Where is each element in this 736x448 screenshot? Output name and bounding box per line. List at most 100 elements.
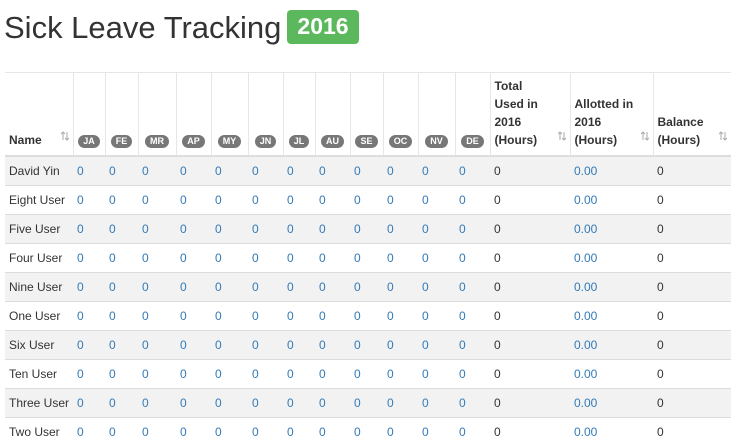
- cell-link[interactable]: 0: [387, 424, 394, 439]
- column-header[interactable]: Total Used in 2016 (Hours): [489, 72, 570, 157]
- cell-link[interactable]: 0: [319, 337, 326, 352]
- cell-link[interactable]: 0: [459, 279, 466, 294]
- cell-link[interactable]: 0: [422, 395, 429, 410]
- cell-link[interactable]: 0: [287, 424, 294, 439]
- cell-link[interactable]: 0.00: [574, 221, 598, 236]
- cell-link[interactable]: 0: [252, 308, 259, 323]
- cell-link[interactable]: 0: [354, 395, 361, 410]
- cell-link[interactable]: 0: [387, 337, 394, 352]
- cell-link[interactable]: 0: [252, 424, 259, 439]
- cell-link[interactable]: 0: [459, 192, 466, 207]
- cell-link[interactable]: 0: [354, 192, 361, 207]
- cell-link[interactable]: 0: [215, 221, 222, 236]
- sort-icon[interactable]: [60, 131, 69, 141]
- cell-link[interactable]: 0: [422, 366, 429, 381]
- column-header[interactable]: AU: [314, 72, 350, 157]
- cell-link[interactable]: 0: [354, 308, 361, 323]
- cell-link[interactable]: 0: [459, 424, 466, 439]
- cell-link[interactable]: 0: [77, 308, 84, 323]
- column-header[interactable]: AP: [175, 72, 211, 157]
- cell-link[interactable]: 0: [387, 192, 394, 207]
- cell-link[interactable]: 0: [459, 250, 466, 265]
- cell-link[interactable]: 0: [180, 192, 187, 207]
- cell-link[interactable]: 0: [109, 308, 116, 323]
- column-header[interactable]: OC: [382, 72, 418, 157]
- cell-link[interactable]: 0: [180, 250, 187, 265]
- cell-link[interactable]: 0: [142, 395, 149, 410]
- cell-link[interactable]: 0: [319, 366, 326, 381]
- cell-link[interactable]: 0: [252, 279, 259, 294]
- cell-link[interactable]: 0: [109, 366, 116, 381]
- cell-link[interactable]: 0: [387, 163, 394, 178]
- cell-link[interactable]: 0: [215, 366, 222, 381]
- cell-link[interactable]: 0: [142, 192, 149, 207]
- cell-link[interactable]: 0: [252, 163, 259, 178]
- cell-link[interactable]: 0: [287, 279, 294, 294]
- column-header[interactable]: NV: [417, 72, 455, 157]
- cell-link[interactable]: 0: [387, 308, 394, 323]
- cell-link[interactable]: 0: [319, 279, 326, 294]
- cell-link[interactable]: 0: [319, 424, 326, 439]
- cell-link[interactable]: 0: [109, 424, 116, 439]
- cell-link[interactable]: 0: [142, 308, 149, 323]
- cell-link[interactable]: 0: [252, 221, 259, 236]
- cell-link[interactable]: 0: [354, 337, 361, 352]
- column-header[interactable]: JN: [247, 72, 283, 157]
- cell-link[interactable]: 0.00: [574, 250, 598, 265]
- cell-link[interactable]: 0: [180, 366, 187, 381]
- cell-link[interactable]: 0: [215, 308, 222, 323]
- cell-link[interactable]: 0: [459, 366, 466, 381]
- cell-link[interactable]: 0: [252, 192, 259, 207]
- column-header[interactable]: MY: [210, 72, 248, 157]
- cell-link[interactable]: 0: [142, 279, 149, 294]
- cell-link[interactable]: 0: [77, 221, 84, 236]
- cell-link[interactable]: 0: [142, 424, 149, 439]
- column-header[interactable]: Name: [5, 72, 73, 157]
- cell-link[interactable]: 0: [287, 366, 294, 381]
- cell-link[interactable]: 0: [252, 250, 259, 265]
- cell-link[interactable]: 0.00: [574, 424, 598, 439]
- cell-link[interactable]: 0: [354, 163, 361, 178]
- cell-link[interactable]: 0: [387, 221, 394, 236]
- cell-link[interactable]: 0: [287, 395, 294, 410]
- cell-link[interactable]: 0: [287, 250, 294, 265]
- cell-link[interactable]: 0: [459, 395, 466, 410]
- cell-link[interactable]: 0: [77, 366, 84, 381]
- cell-link[interactable]: 0: [319, 250, 326, 265]
- cell-link[interactable]: 0.00: [574, 366, 598, 381]
- cell-link[interactable]: 0: [142, 221, 149, 236]
- cell-link[interactable]: 0: [77, 395, 84, 410]
- cell-link[interactable]: 0: [252, 337, 259, 352]
- cell-link[interactable]: 0: [422, 192, 429, 207]
- cell-link[interactable]: 0: [422, 250, 429, 265]
- cell-link[interactable]: 0: [77, 250, 84, 265]
- cell-link[interactable]: 0: [109, 250, 116, 265]
- cell-link[interactable]: 0: [287, 163, 294, 178]
- column-header[interactable]: JA: [72, 72, 105, 157]
- cell-link[interactable]: 0: [422, 424, 429, 439]
- cell-link[interactable]: 0: [215, 424, 222, 439]
- column-header[interactable]: Allotted in 2016 (Hours): [569, 72, 653, 157]
- cell-link[interactable]: 0: [287, 192, 294, 207]
- cell-link[interactable]: 0: [215, 250, 222, 265]
- cell-link[interactable]: 0: [180, 395, 187, 410]
- cell-link[interactable]: 0: [142, 366, 149, 381]
- cell-link[interactable]: 0: [215, 337, 222, 352]
- column-header[interactable]: Balance (Hours): [652, 72, 731, 157]
- column-header[interactable]: SE: [349, 72, 383, 157]
- cell-link[interactable]: 0.00: [574, 308, 598, 323]
- cell-link[interactable]: 0: [422, 308, 429, 323]
- cell-link[interactable]: 0: [180, 163, 187, 178]
- cell-link[interactable]: 0: [354, 250, 361, 265]
- cell-link[interactable]: 0: [319, 163, 326, 178]
- cell-link[interactable]: 0: [354, 221, 361, 236]
- cell-link[interactable]: 0: [77, 337, 84, 352]
- cell-link[interactable]: 0: [354, 424, 361, 439]
- cell-link[interactable]: 0: [109, 163, 116, 178]
- cell-link[interactable]: 0: [215, 163, 222, 178]
- cell-link[interactable]: 0: [109, 192, 116, 207]
- column-header[interactable]: MR: [137, 72, 176, 157]
- cell-link[interactable]: 0.00: [574, 337, 598, 352]
- sort-icon[interactable]: [719, 131, 727, 141]
- cell-link[interactable]: 0: [77, 192, 84, 207]
